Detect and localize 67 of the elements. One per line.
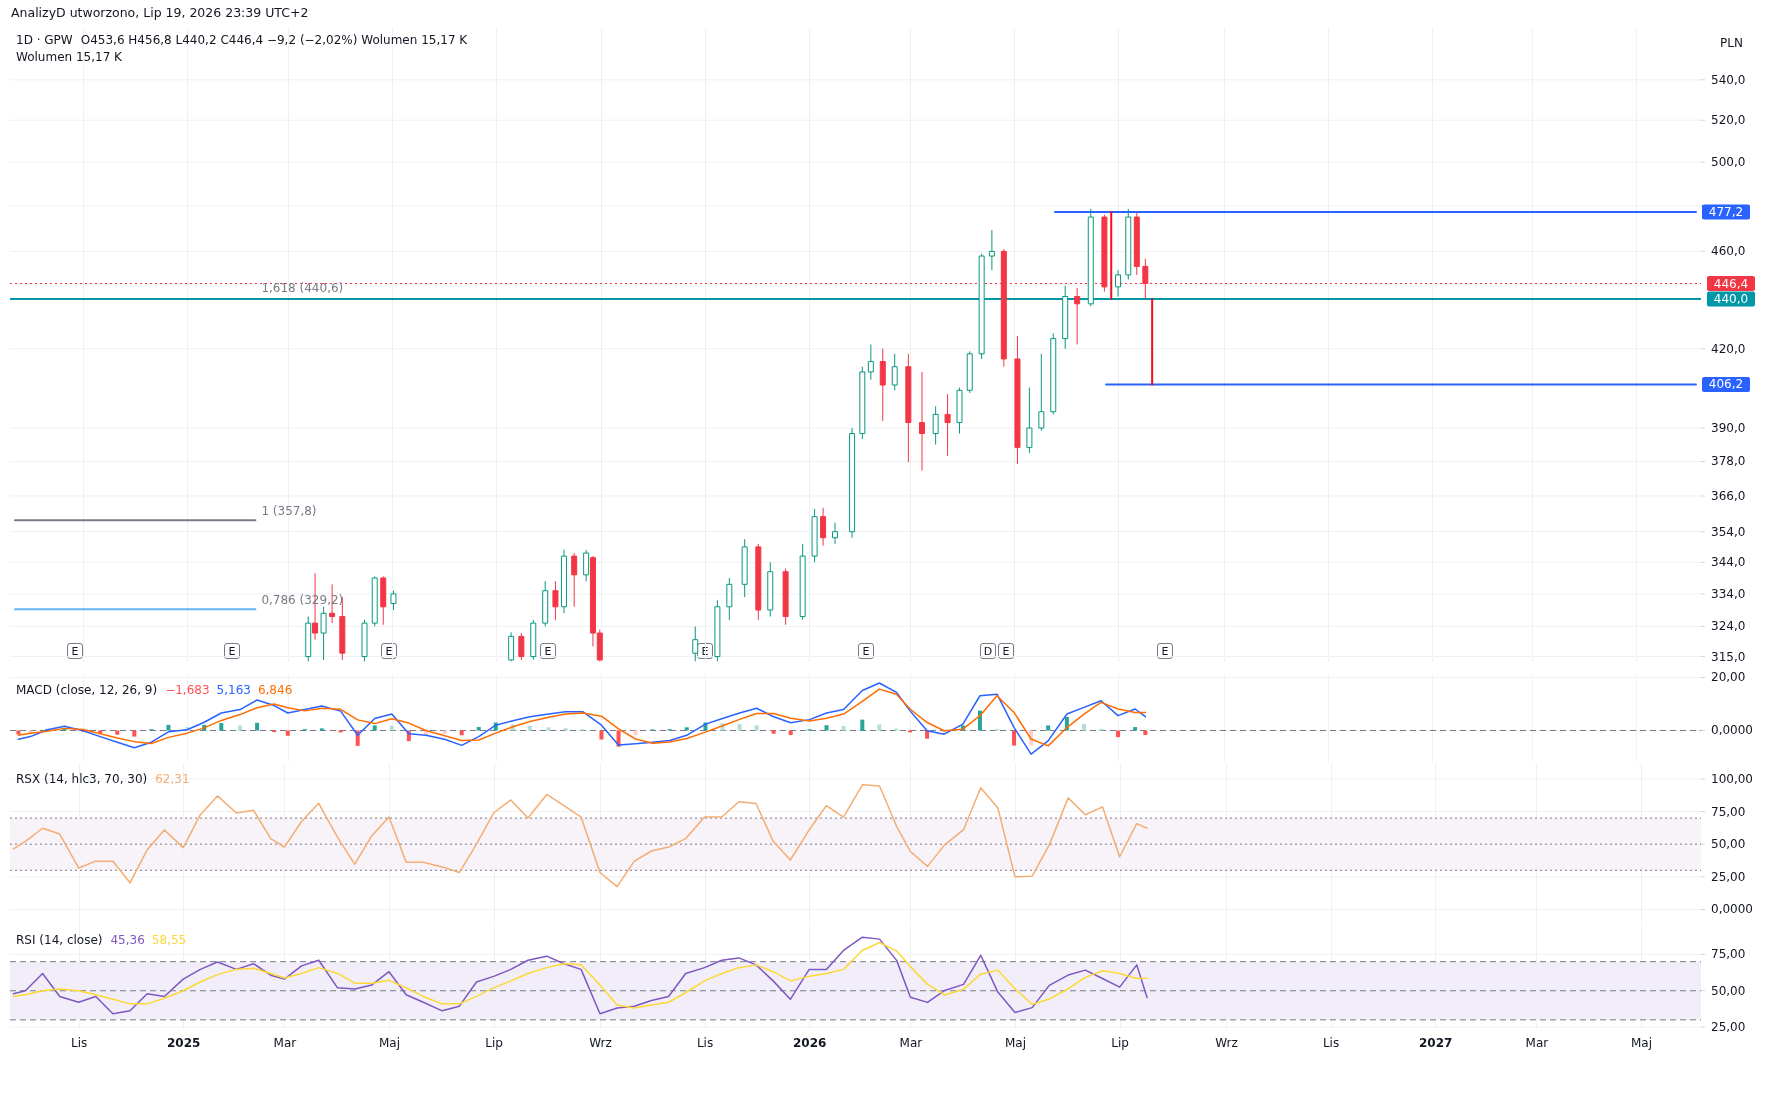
text: RSX (14, hlc3, 70, 30) (16, 772, 148, 786)
annotation: E (540, 643, 556, 659)
x-tick-label: Lis (696, 1035, 714, 1050)
x-tick-label: Mar (273, 1035, 297, 1050)
y-tick-label: 100,00 (1711, 771, 1753, 786)
y-tick-label: 520,0 (1711, 113, 1746, 128)
x-tick-label: Lip (1111, 1035, 1129, 1050)
y-tick-label: 500,0 (1711, 155, 1746, 170)
y-tick-label: 378,0 (1711, 454, 1746, 469)
y-tick-label: 0,0000 (1711, 902, 1753, 917)
chart-subtitle: O453,6 H456,8 L440,2 C446,4 −9,2 (−2,02%) Wolumen 15,17 K (80, 33, 468, 47)
text: AnalizyD utworzono, Lip 19, 2026 23:39 UTC+2 (11, 5, 309, 20)
y-tick-label: 75,00 (1711, 804, 1746, 819)
x-tick-label: Mar (899, 1035, 923, 1050)
x-tick-label: Wrz (1215, 1035, 1238, 1050)
text: 58,55 (151, 933, 187, 947)
series-label: 5,163 (216, 683, 251, 697)
annotation: Wolumen 15,17 K (16, 49, 123, 66)
y-tick-label: 20,00 (1711, 670, 1746, 685)
annotation: 1,618 (440,6) (261, 281, 344, 296)
y-tick-label: 334,0 (1711, 586, 1746, 601)
annotation: E (998, 643, 1014, 659)
x-tick-label: 2025 (167, 1035, 201, 1050)
annotation: E (1157, 643, 1173, 659)
x-tick-label: Mar (1525, 1035, 1549, 1050)
chart-title: 1D · GPW (16, 33, 73, 47)
ref-line-label: 440,0 (1713, 291, 1749, 306)
text: MACD (close, 12, 26, 9) (16, 683, 158, 697)
y-tick-label: 366,0 (1711, 488, 1746, 503)
annotation: 1 (357,8) (261, 504, 317, 519)
text: −1,683 (165, 683, 210, 697)
x-tick-label: Wrz (589, 1035, 612, 1050)
data-label: 477,2 (1708, 205, 1744, 220)
x-tick-label: Lip (485, 1035, 503, 1050)
y-tick-label: 25,00 (1711, 869, 1746, 884)
series-label: 6,846 (257, 683, 293, 697)
x-tick-label: 2027 (1418, 1035, 1453, 1050)
text: 62,31 (155, 772, 190, 786)
x-tick-label: 2026 (792, 1035, 827, 1050)
annotation: E (381, 643, 397, 659)
x-tick-label: Maj (1004, 1035, 1027, 1050)
annotation: E (858, 643, 874, 659)
y-tick-label: 420,0 (1711, 341, 1746, 356)
data-label: 406,2 (1708, 377, 1744, 392)
annotation: D (980, 643, 996, 659)
y-tick-label: 344,0 (1711, 555, 1746, 570)
text: 45,36 (110, 933, 145, 947)
y-tick-label: 354,0 (1711, 524, 1746, 539)
x-tick-label: Maj (1630, 1035, 1652, 1050)
annotation: E (224, 643, 240, 659)
y-axis-title: PLN (1720, 35, 1743, 50)
y-tick-label: 50,00 (1711, 983, 1746, 998)
text: RSI (14, close) (16, 933, 103, 947)
y-tick-label: 25,00 (1711, 1020, 1746, 1035)
y-tick-label: 540,0 (1711, 72, 1746, 87)
y-tick-label: 315,0 (1711, 649, 1746, 664)
annotation: E (67, 643, 83, 659)
x-tick-label: Lis (1322, 1035, 1340, 1050)
y-tick-label: 324,0 (1711, 619, 1746, 634)
y-tick-label: 460,0 (1711, 244, 1746, 259)
x-tick-label: Lis (70, 1035, 88, 1050)
ref-line-label: 446,4 (1713, 276, 1749, 291)
y-tick-label: 50,00 (1711, 837, 1746, 852)
y-tick-label: 75,00 (1711, 947, 1746, 962)
y-tick-label: 0,0000 (1711, 723, 1753, 738)
y-tick-label: 390,0 (1711, 421, 1746, 436)
x-tick-label: Maj (378, 1035, 401, 1050)
